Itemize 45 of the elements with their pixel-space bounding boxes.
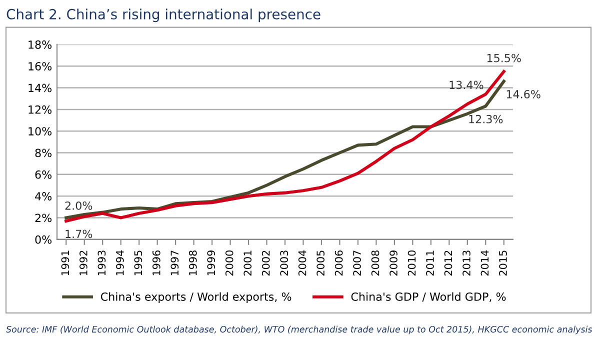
x-tick-label: 1993 [98,250,106,276]
y-tick-label: 16% [28,62,52,70]
x-tick-label: 2011 [426,250,434,276]
x-tick-label: 1994 [116,250,124,276]
x-tick-label: 1996 [152,250,160,276]
y-tick-label: 6% [35,170,52,179]
x-tick-label: 1991 [61,250,70,276]
x-tick-label: 2000 [225,250,234,276]
x-tick-label: 2015 [499,250,507,276]
x-tick-label: 2008 [371,250,380,276]
data-label: 14.6% [506,90,540,98]
y-tick-label: 4% [35,192,52,200]
legend-label: China's exports / World exports, % [100,292,292,304]
source-note: Source: IMF (World Economic Outlook database, October), WTO (merchandise trade value up to Oct 2015), HKGCC economic analysis [6,326,592,334]
x-tick-label: 2006 [334,250,343,276]
y-tick-label: 0% [35,235,52,244]
y-tick-label: 8% [35,148,52,158]
x-tick-label: 2001 [244,250,252,276]
data-label: 15.5% [487,54,521,62]
data-label: 1.7% [66,230,92,238]
x-tick-label: 2012 [444,250,452,276]
y-tick-label: 18% [28,40,52,49]
y-tick-label: 14% [28,84,52,92]
x-tick-label: 1999 [207,250,216,276]
x-tick-label: 2010 [408,250,416,276]
y-tick-label: 10% [28,127,52,136]
data-label: 13.4% [450,80,484,90]
data-label: 12.3% [469,114,503,124]
x-tick-label: 2014 [480,250,489,276]
x-tick-label: 2013 [462,250,470,276]
data-label: 2.0% [65,201,92,210]
x-tick-label: 2005 [316,250,324,276]
x-tick-label: 2009 [390,250,398,276]
legend-label: China's GDP / World GDP, % [351,292,506,302]
x-tick-label: 2002 [262,250,270,276]
x-tick-label: 1992 [80,250,88,276]
chart-title: Chart 2. China’s rising international presence [6,8,320,22]
y-tick-label: 12% [28,105,52,114]
x-tick-label: 1997 [170,250,179,276]
x-tick-label: 1998 [188,250,197,276]
x-tick-label: 1995 [134,250,142,276]
y-tick-label: 2% [35,214,52,222]
x-tick-label: 2004 [298,250,306,276]
x-tick-label: 2003 [280,250,288,276]
x-tick-label: 2007 [353,250,361,276]
